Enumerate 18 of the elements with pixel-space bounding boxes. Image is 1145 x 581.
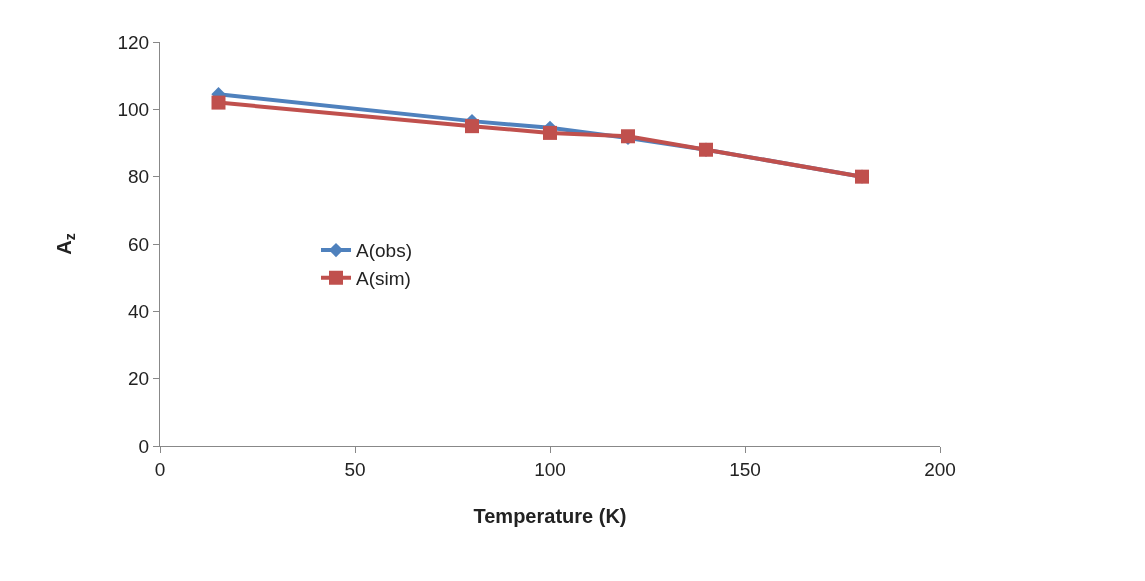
point (543, 125, 557, 140)
x-tick-label: 0 (154, 458, 166, 480)
legend-label: A(sim) (356, 268, 411, 290)
x-tick-label: 200 (924, 458, 956, 480)
y-tick-label: 60 (128, 233, 150, 255)
x-tick-label: 50 (344, 458, 366, 480)
legend-label: A(obs) (356, 240, 412, 262)
x-tick-label: 100 (534, 458, 566, 480)
y-tick-label: 20 (128, 368, 150, 390)
y-tick-label: 80 (128, 166, 150, 188)
point (211, 95, 226, 110)
y-tick-label: 0 (138, 435, 150, 457)
x-axis-title: Temperature (K) (473, 505, 627, 528)
point (465, 119, 479, 134)
y-tick-label: 100 (117, 98, 150, 120)
y-tick-label: 40 (128, 300, 150, 322)
x-tick-label: 150 (729, 458, 761, 480)
y-tick-label: 120 (117, 31, 150, 53)
